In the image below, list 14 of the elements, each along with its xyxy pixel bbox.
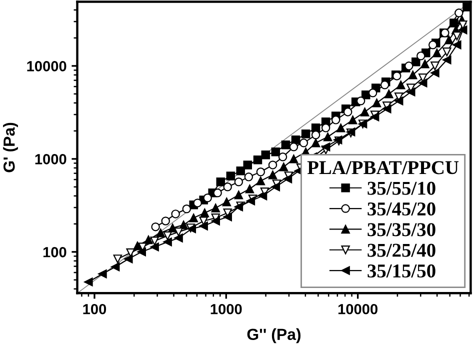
legend-label: 35/25/40 [368, 244, 436, 257]
legend-label: 35/55/10 [368, 182, 436, 195]
y-tick-label: 1000 [35, 154, 66, 164]
x-axis-title: G'' (Pa) [247, 328, 300, 344]
x-tick-label: 1000 [210, 304, 242, 314]
y-axis-title: G' (Pa) [3, 122, 18, 172]
legend-label: 35/45/20 [368, 202, 436, 216]
y-tick-label: 100 [43, 247, 66, 258]
legend-title: PLA/PBAT/PPCU [307, 161, 459, 174]
legend-label: 35/15/50 [368, 264, 436, 278]
y-tick-label: 10000 [27, 61, 66, 72]
x-tick-label: 100 [83, 304, 106, 314]
legend-label: 35/35/30 [368, 223, 436, 236]
x-tick-label: 10000 [338, 304, 378, 314]
